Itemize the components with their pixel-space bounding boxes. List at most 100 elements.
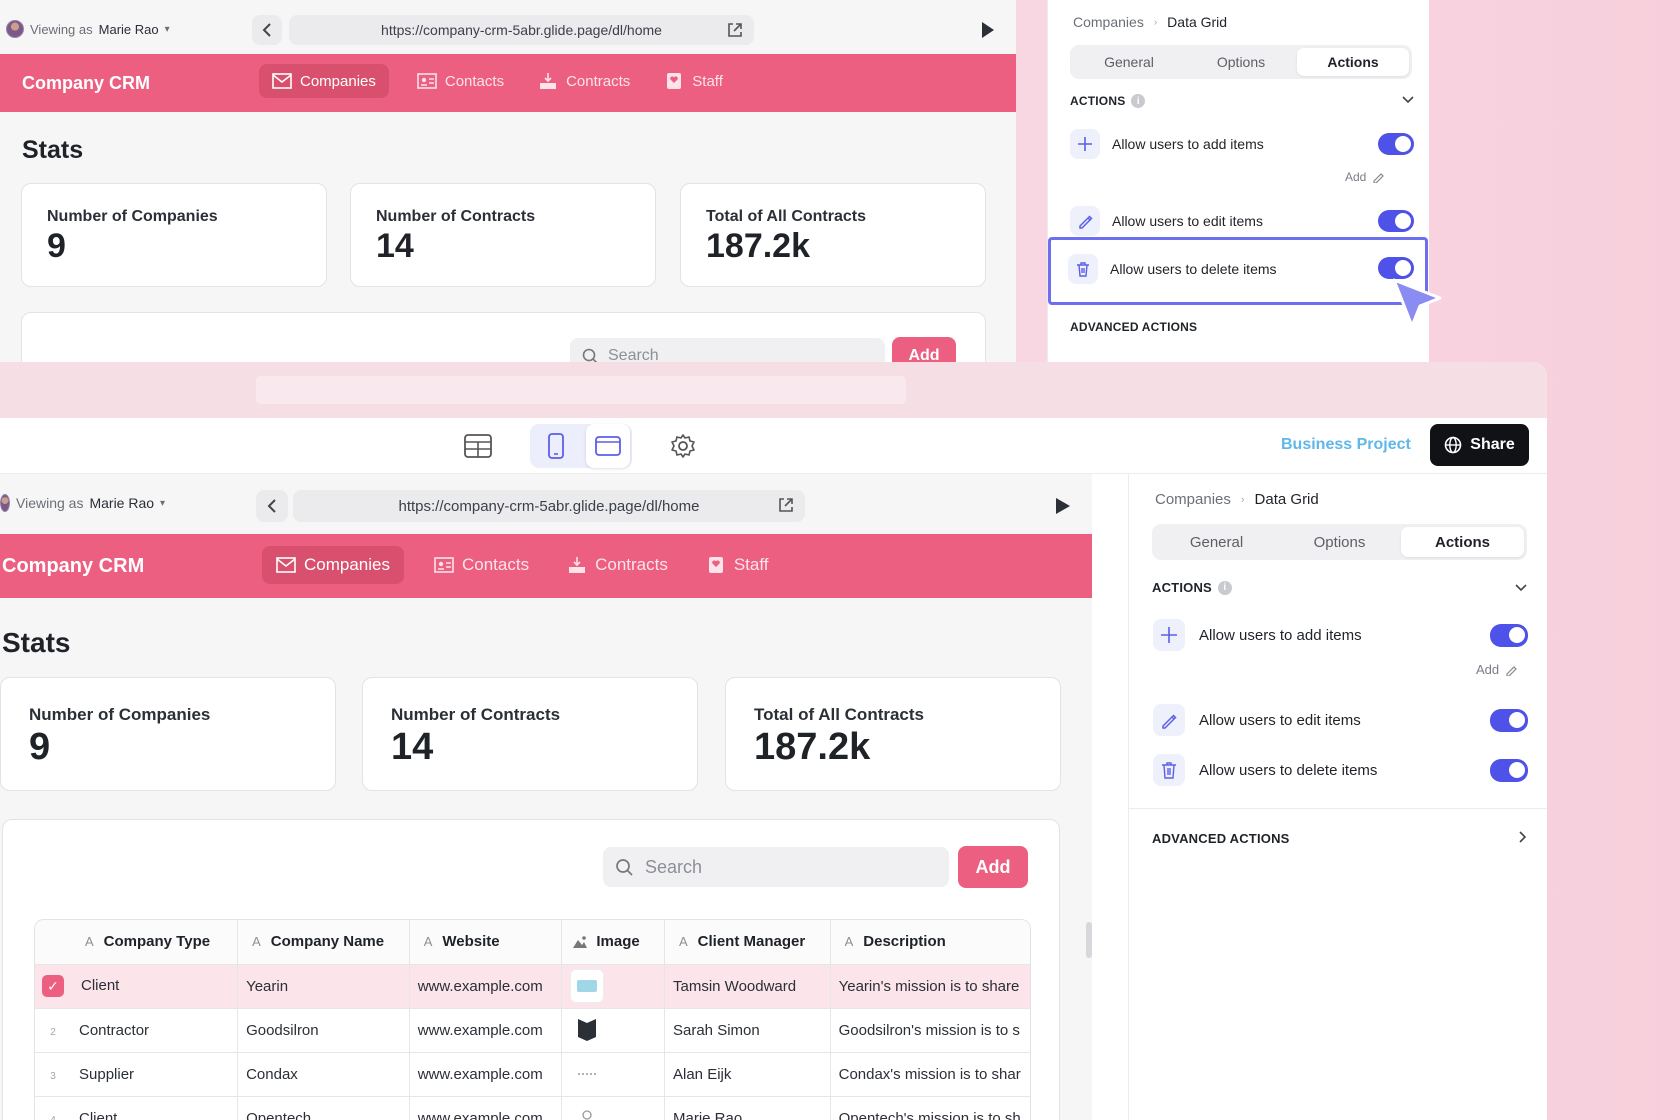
chevron-right-icon[interactable] (1519, 831, 1527, 843)
cell-company-type[interactable]: 2 Contractor (35, 1008, 239, 1053)
cell-image[interactable] (561, 1008, 665, 1053)
viewing-as-selector[interactable]: Viewing as Marie Rao ▾ (0, 494, 165, 512)
action-row-edit: Allow users to edit items (1153, 704, 1361, 736)
cell-company-name[interactable]: Goodsilron (237, 1008, 410, 1053)
column-header[interactable]: A Website (409, 920, 563, 965)
url-bar[interactable]: https://company-crm-5abr.glide.page/dl/h… (289, 15, 754, 45)
add-button[interactable]: Add (892, 337, 956, 362)
cell-image[interactable] (561, 1096, 665, 1120)
cell-company-name[interactable]: Opentech (237, 1096, 410, 1120)
nav-tab-staff[interactable]: Staff (658, 64, 729, 98)
nav-tab-label: Contracts (566, 72, 631, 90)
cell-website[interactable]: www.example.com (409, 1008, 563, 1053)
desktop-view-button[interactable] (586, 424, 630, 468)
play-button[interactable] (982, 22, 994, 38)
nav-tab-contacts[interactable]: Contacts (426, 546, 537, 584)
column-label: Image (596, 933, 640, 951)
column-header[interactable]: A Description (830, 920, 1030, 965)
cell-website[interactable]: www.example.com (409, 964, 563, 1009)
tab-options[interactable]: Options (1313, 533, 1366, 551)
external-link-icon[interactable] (777, 496, 795, 514)
share-button[interactable]: Share (1430, 424, 1529, 466)
cell-company-name[interactable]: Condax (237, 1052, 410, 1097)
cell-description[interactable]: Yearin's mission is to share (830, 964, 1030, 1009)
nav-tab-label: Contacts (444, 72, 505, 90)
table-row[interactable]: 2 Contractor Goodsilron www.example.com S… (35, 1008, 1030, 1053)
breadcrumb-parent[interactable]: Companies (1073, 14, 1144, 30)
column-header[interactable]: Image (561, 920, 665, 965)
search-input[interactable]: Search (603, 847, 949, 887)
cell-client-manager[interactable]: Tamsin Woodward (664, 964, 831, 1009)
nav-tab-contracts[interactable]: Contracts (532, 64, 636, 98)
play-button[interactable] (1056, 498, 1070, 514)
actions-section-title[interactable]: ACTIONS i (1152, 580, 1232, 595)
search-input[interactable]: Search (570, 338, 885, 362)
delete-items-toggle[interactable] (1490, 759, 1528, 782)
viewing-as-selector[interactable]: Viewing as Marie Rao ▾ (6, 20, 170, 38)
add-action-link[interactable]: Add (1476, 662, 1517, 677)
tab-actions[interactable]: Actions (1297, 48, 1409, 76)
add-items-toggle[interactable] (1490, 624, 1528, 647)
nav-tab-companies[interactable]: Companies (262, 546, 404, 584)
project-name[interactable]: Business Project (1281, 436, 1411, 453)
back-nav-button[interactable] (252, 15, 282, 45)
column-header[interactable]: A Client Manager (664, 920, 831, 965)
table-row[interactable]: ✓ Client Yearin www.example.com Tamsin Wo… (35, 964, 1030, 1009)
column-label: Company Name (270, 933, 385, 951)
cell-image[interactable] (561, 1052, 665, 1097)
tab-general[interactable]: General (1189, 533, 1244, 551)
cell-company-name[interactable]: Yearin (237, 964, 410, 1009)
nav-tab-contacts[interactable]: Contacts (411, 64, 510, 98)
table-row[interactable]: 4 Client Opentech www.example.com Marie R… (35, 1096, 1030, 1120)
cell-company-type[interactable]: 3 Supplier (35, 1052, 239, 1097)
advanced-actions-section[interactable]: ADVANCED ACTIONS (1152, 831, 1290, 846)
external-link-icon[interactable] (726, 21, 744, 39)
cell-client-manager[interactable]: Marie Rao (664, 1096, 831, 1120)
edit-items-toggle[interactable] (1378, 210, 1414, 232)
column-header[interactable]: A Company Type (35, 920, 239, 965)
cell-description[interactable]: Condax's mission is to shar (830, 1052, 1030, 1097)
breadcrumb-current: Data Grid (1167, 14, 1228, 30)
tab-actions[interactable]: Actions (1401, 527, 1524, 557)
cell-client-manager[interactable]: Alan Eijk (664, 1052, 831, 1097)
cell-website[interactable]: www.example.com (409, 1052, 563, 1097)
nav-tab-companies[interactable]: Companies (259, 64, 389, 98)
cell-company-type[interactable]: ✓ Client (35, 964, 239, 1009)
checkbox-checked-icon[interactable]: ✓ (42, 975, 64, 997)
settings-button[interactable] (665, 428, 701, 464)
panel-tabs: General Options Actions (1152, 524, 1527, 560)
add-action-link[interactable]: Add (1345, 170, 1385, 184)
table-row[interactable]: 3 Supplier Condax www.example.com Alan Ei… (35, 1052, 1030, 1097)
actions-section-title[interactable]: ACTIONS i (1070, 94, 1146, 108)
chevron-down-icon[interactable] (1515, 584, 1527, 592)
data-table-button[interactable] (460, 428, 496, 464)
info-icon[interactable]: i (1131, 94, 1146, 108)
mobile-view-button[interactable] (538, 428, 574, 464)
url-bar[interactable]: https://company-crm-5abr.glide.page/dl/h… (293, 490, 805, 522)
cell-company-type[interactable]: 4 Client (35, 1096, 239, 1120)
add-items-toggle[interactable] (1378, 133, 1414, 155)
resize-handle[interactable] (1086, 922, 1092, 958)
cell-description[interactable]: Opentech's mission is to sh (830, 1096, 1030, 1120)
nav-tab-contracts[interactable]: Contracts (559, 546, 676, 584)
tab-options[interactable]: Options (1216, 54, 1266, 70)
edit-items-toggle[interactable] (1490, 709, 1528, 732)
cell-client-manager[interactable]: Sarah Simon (664, 1008, 831, 1053)
chevron-down-icon: ▾ (164, 23, 170, 35)
tab-general[interactable]: General (1104, 54, 1154, 70)
advanced-actions-section[interactable]: ADVANCED ACTIONS (1070, 320, 1197, 334)
data-grid-card: Search Add A Company Type A Company Name A… (2, 819, 1060, 1120)
delete-items-toggle[interactable] (1378, 257, 1414, 279)
breadcrumb-current: Data Grid (1254, 491, 1319, 508)
breadcrumb-parent[interactable]: Companies (1155, 491, 1231, 508)
back-nav-button[interactable] (256, 490, 288, 522)
info-icon[interactable]: i (1217, 580, 1232, 595)
add-button[interactable]: Add (958, 846, 1028, 888)
column-header[interactable]: A Company Name (237, 920, 410, 965)
chevron-down-icon[interactable] (1402, 96, 1414, 104)
cell-website[interactable]: www.example.com (409, 1096, 563, 1120)
cell-image[interactable] (561, 964, 665, 1009)
url-text: https://company-crm-5abr.glide.page/dl/h… (398, 497, 700, 515)
nav-tab-staff[interactable]: Staff (698, 546, 777, 584)
cell-description[interactable]: Goodsilron's mission is to s (830, 1008, 1030, 1053)
